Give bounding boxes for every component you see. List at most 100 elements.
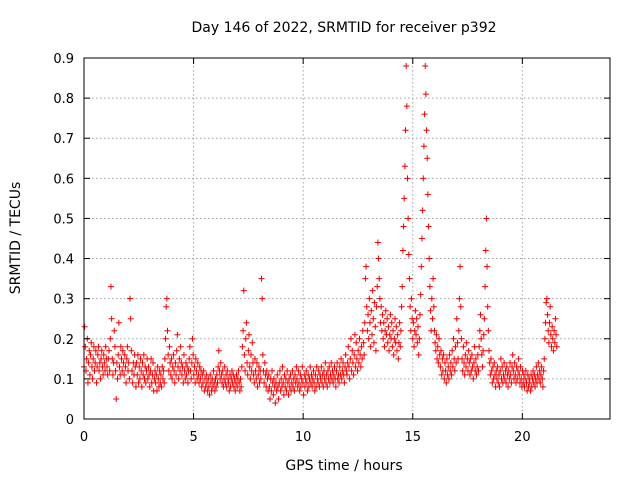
data-point: [487, 355, 494, 362]
data-point: [390, 327, 397, 334]
data-point: [175, 375, 182, 382]
data-point: [92, 347, 99, 354]
data-point: [480, 331, 487, 338]
data-point: [266, 383, 273, 390]
data-point: [431, 327, 438, 334]
data-point: [404, 175, 411, 182]
data-point: [247, 375, 254, 382]
data-point: [291, 387, 298, 394]
data-point: [184, 379, 191, 386]
data-point: [548, 343, 555, 350]
data-point: [435, 359, 442, 366]
data-point: [173, 347, 180, 354]
data-point: [381, 343, 388, 350]
data-point: [182, 359, 189, 366]
data-point: [336, 379, 343, 386]
data-point: [138, 367, 145, 374]
y-axis-label: SRMTID / TECUs: [8, 182, 24, 295]
data-point: [215, 347, 222, 354]
data-point: [276, 367, 283, 374]
data-point: [549, 335, 556, 342]
data-point: [167, 359, 174, 366]
data-point: [322, 359, 329, 366]
data-point: [353, 339, 360, 346]
data-point: [97, 375, 104, 382]
data-point: [293, 363, 300, 370]
data-point: [265, 371, 272, 378]
data-point: [102, 343, 109, 350]
data-point: [244, 371, 251, 378]
data-point: [426, 255, 433, 262]
data-point: [367, 319, 374, 326]
data-point: [355, 359, 362, 366]
data-point: [88, 363, 95, 370]
data-point: [246, 331, 253, 338]
data-point: [417, 291, 424, 298]
data-point: [432, 339, 439, 346]
data-point: [165, 351, 172, 358]
data-point: [449, 347, 456, 354]
data-point: [376, 295, 383, 302]
data-point: [475, 367, 482, 374]
data-points: [81, 63, 560, 406]
data-point: [480, 347, 487, 354]
data-point: [482, 283, 489, 290]
data-point: [119, 347, 126, 354]
data-point: [171, 367, 178, 374]
data-point: [127, 295, 134, 302]
data-point: [127, 315, 134, 322]
data-point: [410, 319, 417, 326]
data-point: [215, 363, 222, 370]
data-point: [272, 399, 279, 406]
data-point: [270, 391, 277, 398]
data-point: [411, 327, 418, 334]
data-point: [382, 327, 389, 334]
x-tick-label: 0: [80, 430, 88, 445]
data-point: [124, 343, 131, 350]
data-point: [94, 363, 101, 370]
data-point: [95, 343, 102, 350]
data-point: [188, 359, 195, 366]
data-point: [399, 283, 406, 290]
data-point: [420, 143, 427, 150]
data-point: [118, 355, 125, 362]
data-point: [466, 371, 473, 378]
data-point: [107, 335, 114, 342]
data-point: [348, 367, 355, 374]
data-point: [217, 359, 224, 366]
data-point: [437, 363, 444, 370]
data-point: [415, 323, 422, 330]
data-point: [479, 363, 486, 370]
x-tick-label: 15: [404, 430, 421, 445]
data-point: [300, 391, 307, 398]
data-point: [473, 371, 480, 378]
data-point: [395, 355, 402, 362]
data-point: [163, 295, 170, 302]
data-point: [429, 315, 436, 322]
data-point: [263, 367, 270, 374]
data-point: [161, 379, 168, 386]
data-point: [170, 351, 177, 358]
data-point: [353, 355, 360, 362]
data-point: [370, 315, 377, 322]
data-point: [351, 351, 358, 358]
data-point: [351, 331, 358, 338]
data-point: [98, 355, 105, 362]
data-point: [458, 335, 465, 342]
data-point: [326, 363, 333, 370]
data-point: [86, 371, 93, 378]
data-point: [459, 367, 466, 374]
data-point: [344, 359, 351, 366]
data-point: [331, 363, 338, 370]
data-point: [281, 371, 288, 378]
data-point: [330, 379, 337, 386]
data-point: [478, 335, 485, 342]
data-point: [394, 331, 401, 338]
data-point: [366, 295, 373, 302]
data-point: [385, 323, 392, 330]
data-point: [117, 343, 124, 350]
data-point: [382, 307, 389, 314]
data-point: [522, 367, 529, 374]
data-point: [83, 355, 90, 362]
data-point: [251, 355, 258, 362]
